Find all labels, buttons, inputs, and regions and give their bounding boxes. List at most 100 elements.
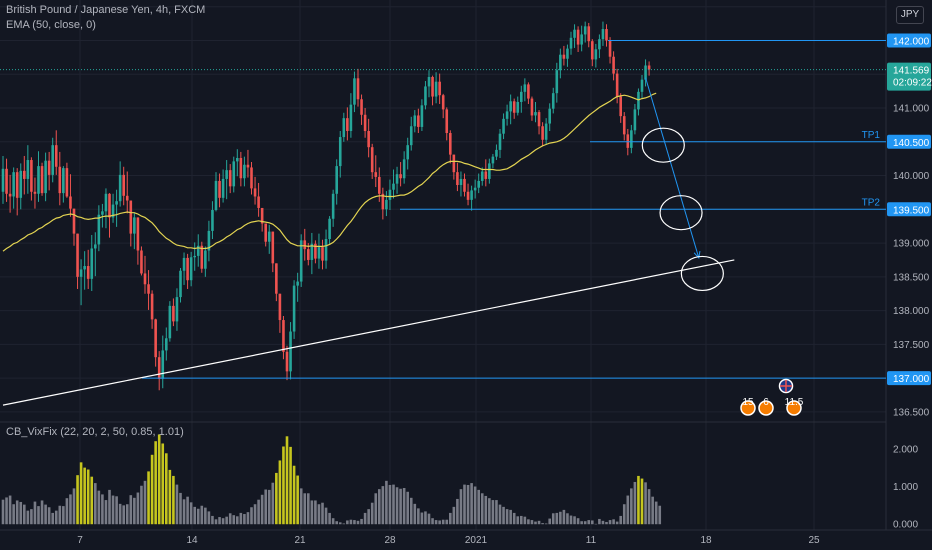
candle — [395, 174, 399, 184]
candle — [598, 39, 601, 50]
candle — [534, 112, 537, 116]
vixfix-bar — [246, 512, 250, 525]
candle — [207, 230, 211, 251]
candle — [97, 214, 101, 245]
level-tag: TP2 — [862, 197, 881, 208]
vixfix-bar — [267, 489, 271, 525]
vixfix-bar — [598, 518, 601, 525]
vixfix-bar — [218, 517, 221, 525]
event-markers[interactable]: 15 6 11.5 — [740, 378, 804, 416]
candle — [477, 180, 480, 188]
candle — [331, 193, 335, 219]
vixfix-bar — [605, 521, 608, 525]
candle — [566, 48, 569, 59]
event-label: 6 — [763, 397, 769, 408]
candle — [363, 114, 367, 131]
vixfix-bar — [189, 502, 193, 525]
event-marker — [740, 400, 756, 416]
candle — [58, 166, 62, 194]
vixfix-bar — [353, 520, 356, 525]
vixfix-bar — [69, 494, 72, 525]
candle — [193, 255, 196, 258]
candle — [1, 168, 5, 192]
vixfix-bar — [424, 511, 427, 525]
vixfix-bar — [299, 488, 303, 525]
candle — [86, 266, 90, 279]
vixfix-bar — [307, 493, 310, 525]
candle — [108, 193, 111, 218]
candle — [44, 160, 47, 194]
vixfix-bar — [488, 498, 491, 525]
vixfix-bar — [133, 497, 136, 525]
candle — [608, 40, 612, 57]
vixfix-bar — [296, 475, 299, 525]
vixfix-bar — [473, 486, 477, 525]
level-badge-text: 139.500 — [893, 205, 930, 216]
candle — [445, 109, 449, 134]
vixfix-bar — [562, 509, 566, 525]
vixfix-bar — [466, 484, 470, 525]
vixfix-bar — [172, 475, 175, 525]
vixfix-bar — [19, 501, 23, 525]
vixfix-bar — [150, 454, 154, 525]
candle — [221, 178, 225, 198]
vixfix-bar — [37, 506, 40, 525]
candle — [83, 266, 86, 270]
trendline[interactable] — [2, 259, 735, 406]
candle — [555, 70, 559, 94]
candle — [299, 240, 303, 282]
vixfix-bar — [65, 498, 69, 525]
candle — [328, 218, 331, 240]
candle — [374, 172, 378, 177]
candle — [342, 118, 346, 138]
vixfix-bar — [58, 505, 62, 525]
vixfix-bar — [104, 500, 108, 525]
vixfix-bar — [349, 519, 353, 525]
candle — [484, 171, 488, 179]
candle — [647, 65, 651, 70]
vixfix-bar — [165, 453, 168, 525]
candle — [101, 211, 104, 215]
grid — [0, 0, 886, 530]
candle — [310, 243, 314, 260]
current-price-badge-text: 141.569 — [893, 66, 930, 77]
vixfix-bar — [214, 519, 218, 525]
candle — [260, 207, 264, 224]
price-tick-label: 139.000 — [893, 239, 930, 250]
target-circles[interactable] — [641, 127, 724, 292]
vixfix-bar — [292, 465, 296, 525]
symbol-legend[interactable]: British Pound / Japanese Yen, 4h, FXCM — [6, 4, 206, 16]
candle — [417, 115, 420, 127]
candle — [438, 81, 441, 96]
candle — [267, 231, 271, 242]
vixfix-bar — [622, 504, 626, 525]
candle — [264, 223, 267, 242]
time-axis[interactable]: 7 14 21 28 2021 11 18 25 — [77, 535, 820, 546]
projection-arrowhead — [693, 250, 701, 260]
vixfix-bar — [367, 509, 370, 525]
candle — [434, 81, 438, 97]
candle — [463, 178, 466, 192]
candle — [456, 172, 459, 186]
candle — [346, 118, 349, 131]
vixfix-bar — [644, 482, 647, 525]
vixfix-legend[interactable]: CB_VixFix (22, 20, 2, 50, 0.85, 1.01) — [6, 426, 184, 438]
currency-button[interactable]: JPY — [896, 6, 924, 24]
vixfix-bar — [445, 519, 449, 525]
vixfix-bar — [615, 521, 619, 525]
candle — [562, 54, 566, 59]
time-tick-label: 7 — [77, 535, 83, 546]
candle — [388, 189, 392, 200]
levels[interactable]: TP1 TP2 — [142, 40, 886, 379]
candle — [33, 191, 37, 194]
candle — [541, 126, 544, 140]
vixfix-bar — [1, 499, 5, 525]
candle — [218, 180, 221, 198]
ema-legend[interactable]: EMA (50, close, 0) — [6, 19, 96, 31]
vixfix-bar — [520, 515, 523, 525]
vixfix-bar — [505, 509, 509, 525]
candle — [40, 166, 44, 194]
candle — [626, 134, 630, 148]
vixfix-axis[interactable]: 0.000 1.000 2.000 — [893, 444, 918, 530]
